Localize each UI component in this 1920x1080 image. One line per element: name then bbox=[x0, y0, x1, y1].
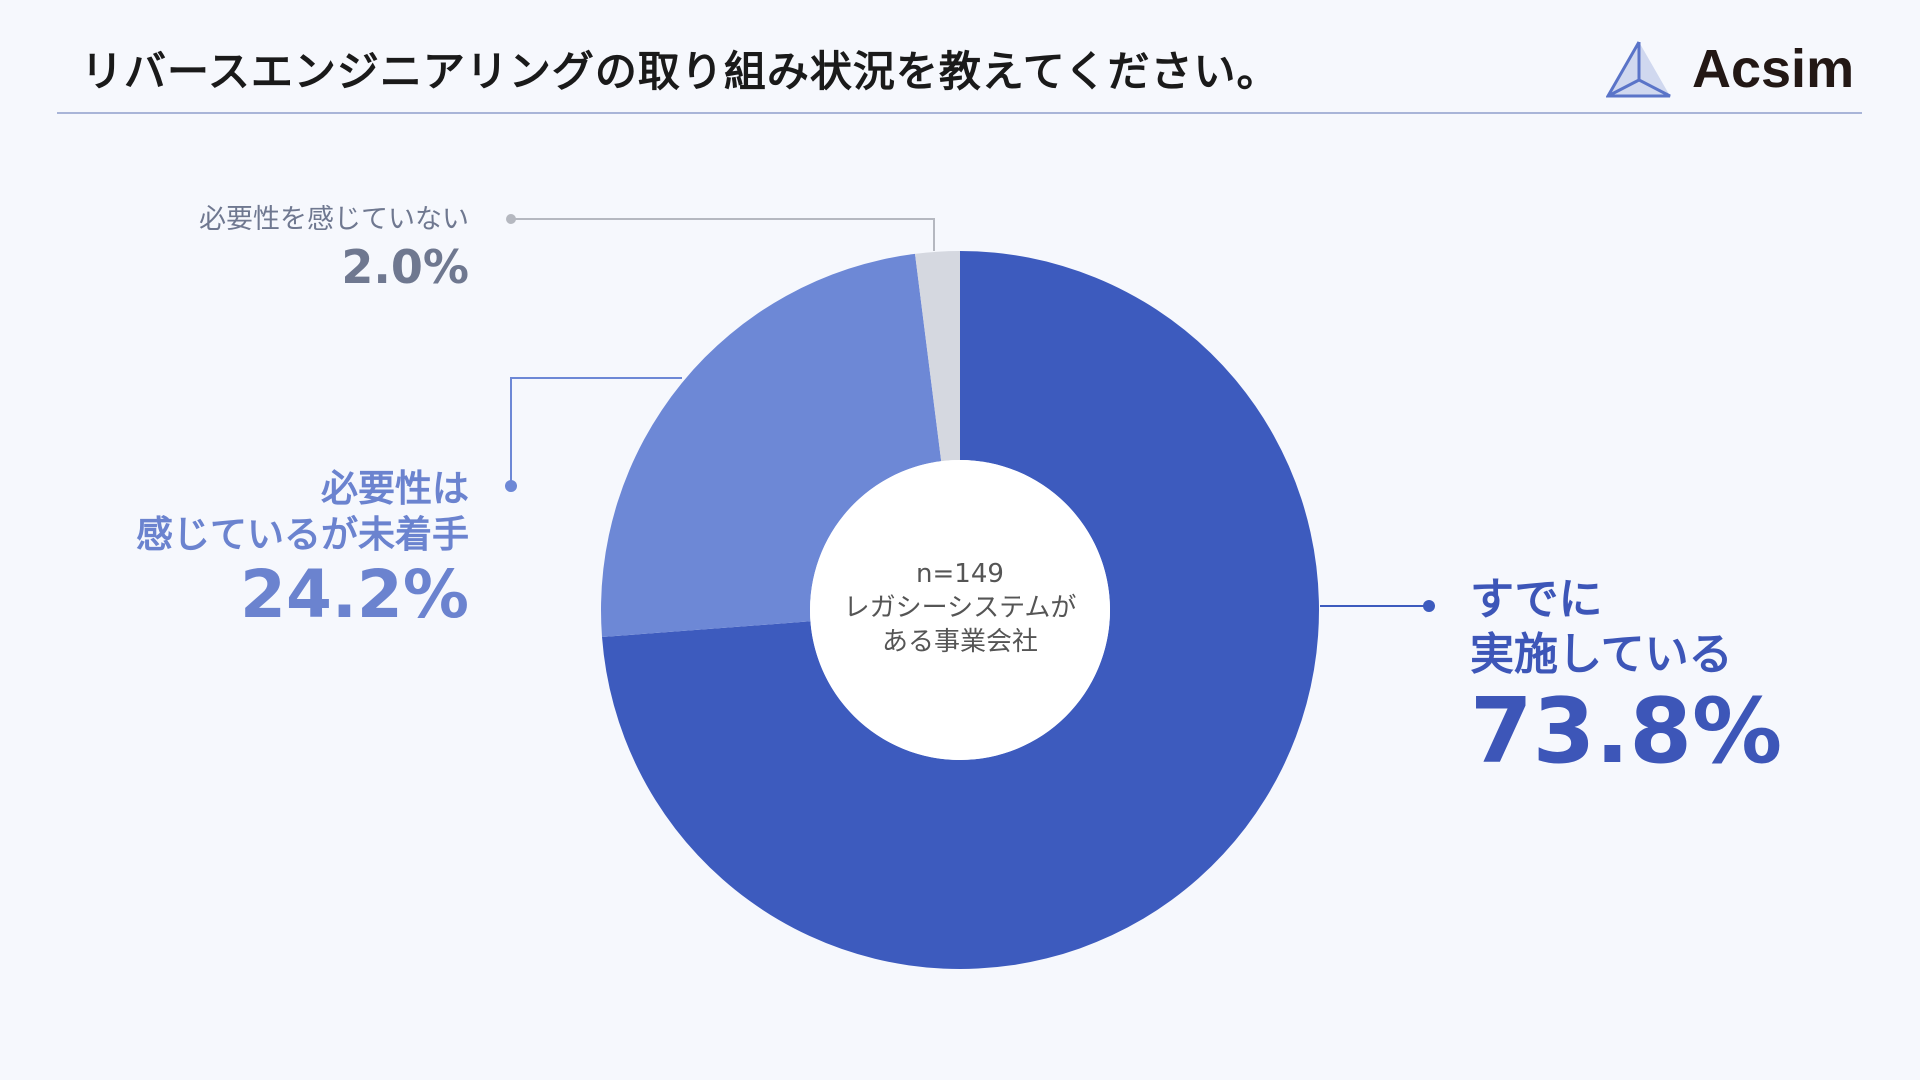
data-label: 24.2% bbox=[240, 555, 469, 633]
page-title: リバースエンジニアリングの取り組み状況を教えてください。 bbox=[81, 47, 1280, 96]
donut-slice-1 bbox=[601, 253, 942, 638]
connector-gray bbox=[511, 218, 935, 251]
header-divider bbox=[57, 112, 1862, 114]
center-label: n=149 レガシーシステムが ある事業会社 bbox=[810, 558, 1110, 659]
label-text: 実施している bbox=[1470, 629, 1733, 680]
label-text: 必要性を感じていない bbox=[199, 204, 469, 235]
sample-size: n=149 bbox=[916, 559, 1004, 589]
donut-slice-0 bbox=[602, 251, 1319, 969]
connector-dot-gray bbox=[506, 214, 516, 224]
donut-slice-2 bbox=[915, 251, 960, 462]
connector-mid bbox=[510, 377, 682, 486]
donut-hole bbox=[810, 460, 1110, 760]
connector-lines bbox=[505, 214, 1435, 612]
data-label: 2.0% bbox=[341, 239, 469, 294]
label-text: 必要性は bbox=[321, 467, 469, 510]
center-line-3: ある事業会社 bbox=[881, 626, 1038, 657]
label-not-started: 必要性は 感じているが未着手 24.2% bbox=[136, 466, 469, 631]
connector-dot-dark bbox=[1423, 600, 1435, 612]
label-implemented: すでに 実施している 73.8% bbox=[1470, 572, 1782, 781]
center-line-2: レガシーシステムが bbox=[843, 592, 1077, 623]
label-not-needed: 必要性を感じていない 2.0% bbox=[199, 203, 469, 296]
connector-dot-mid bbox=[505, 480, 517, 492]
data-label: 73.8% bbox=[1470, 679, 1783, 784]
label-text: 感じているが未着手 bbox=[136, 513, 469, 557]
logo: Acsim bbox=[1606, 38, 1854, 100]
triangle-logo-icon bbox=[1606, 41, 1671, 98]
label-text: すでに bbox=[1470, 574, 1603, 625]
logo-text: Acsim bbox=[1692, 39, 1855, 99]
